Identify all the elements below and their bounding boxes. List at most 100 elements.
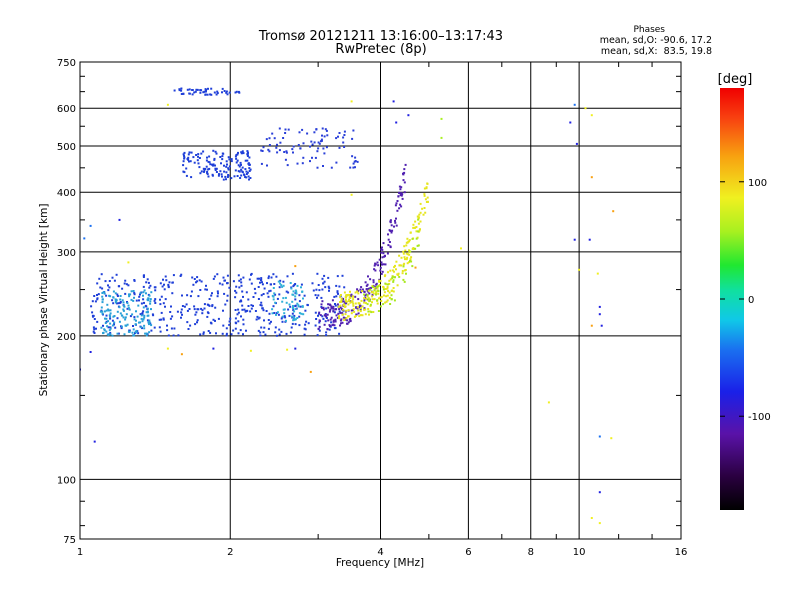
scatter-point xyxy=(372,281,375,284)
scatter-point xyxy=(296,284,299,287)
scatter-point xyxy=(180,353,183,356)
scatter-point xyxy=(375,293,377,296)
scatter-point xyxy=(261,283,264,286)
scatter-point xyxy=(221,87,224,90)
scatter-point xyxy=(395,224,398,227)
scatter-point xyxy=(294,347,297,350)
scatter-point xyxy=(297,304,300,307)
scatter-point xyxy=(117,285,120,288)
y-tick-label: 100 xyxy=(57,475,76,486)
scatter-point xyxy=(319,314,322,317)
scatter-point xyxy=(369,303,372,306)
scatter-point xyxy=(131,331,134,334)
scatter-point xyxy=(383,294,385,297)
scatter-point xyxy=(342,300,345,303)
scatter-point xyxy=(277,313,280,316)
scatter-point xyxy=(320,296,323,299)
scatter-point xyxy=(405,272,407,275)
scatter-point xyxy=(398,207,401,210)
scatter-point xyxy=(230,333,233,336)
scatter-point xyxy=(285,332,288,335)
scatter-point xyxy=(318,320,321,322)
scatter-point xyxy=(303,333,306,336)
scatter-point xyxy=(426,196,429,199)
scatter-point xyxy=(333,324,336,327)
scatter-point xyxy=(367,298,370,301)
scatter-point xyxy=(262,309,265,312)
x-tick-label: 8 xyxy=(528,547,534,558)
scatter-point xyxy=(218,282,221,285)
scatter-point xyxy=(277,280,280,283)
scatter-point xyxy=(248,163,251,166)
scatter-point xyxy=(416,244,419,247)
scatter-point xyxy=(234,327,237,330)
scatter-point xyxy=(271,308,274,311)
scatter-point xyxy=(159,298,161,301)
scatter-point xyxy=(183,156,186,159)
scatter-point xyxy=(366,283,369,286)
scatter-point xyxy=(369,278,372,281)
scatter-point xyxy=(230,160,233,163)
scatter-point xyxy=(366,294,369,297)
scatter-point xyxy=(143,289,146,292)
scatter-point xyxy=(242,323,245,326)
scatter-point xyxy=(149,284,152,287)
scatter-point xyxy=(166,324,168,327)
scatter-point xyxy=(232,280,235,283)
scatter-point xyxy=(285,319,287,322)
scatter-point xyxy=(402,278,405,281)
scatter-point xyxy=(291,293,294,296)
scatter-point xyxy=(234,309,237,311)
scatter-point xyxy=(408,239,411,242)
scatter-point xyxy=(345,302,348,305)
scatter-point xyxy=(351,137,354,140)
scatter-point xyxy=(355,313,358,316)
scatter-point xyxy=(282,308,285,311)
scatter-point xyxy=(159,303,162,306)
scatter-point xyxy=(102,332,104,335)
scatter-point xyxy=(101,310,104,313)
scatter-point xyxy=(316,150,319,153)
scatter-point xyxy=(101,298,104,301)
scatter-point xyxy=(360,307,362,310)
scatter-point xyxy=(417,218,420,221)
scatter-point xyxy=(264,333,267,336)
scatter-point xyxy=(226,176,229,178)
scatter-point xyxy=(204,88,207,91)
scatter-point xyxy=(217,174,220,177)
scatter-point xyxy=(83,237,86,240)
scatter-point xyxy=(270,283,272,286)
scatter-point xyxy=(208,298,211,300)
scatter-point xyxy=(375,282,378,285)
scatter-point xyxy=(239,161,242,164)
scatter-point xyxy=(221,283,224,286)
scatter-point xyxy=(282,280,285,283)
scatter-point xyxy=(246,155,249,157)
scatter-point xyxy=(426,201,429,203)
y-tick-label: 200 xyxy=(57,332,76,343)
scatter-point xyxy=(124,279,127,282)
scatter-point xyxy=(143,316,146,319)
scatter-point xyxy=(228,158,231,161)
scatter-point xyxy=(202,91,205,94)
scatter-point xyxy=(226,274,229,277)
scatter-point xyxy=(237,332,240,335)
scatter-point xyxy=(333,311,336,314)
scatter-point xyxy=(237,311,240,314)
scatter-point xyxy=(412,223,415,226)
scatter-point xyxy=(345,309,348,312)
scatter-point xyxy=(228,91,231,94)
scatter-point xyxy=(412,226,415,229)
scatter-point xyxy=(388,296,391,299)
scatter-point xyxy=(142,285,145,288)
scatter-point xyxy=(349,166,352,169)
scatter-point xyxy=(250,273,252,276)
scatter-point xyxy=(321,300,324,303)
scatter-point xyxy=(298,315,301,318)
scatter-point xyxy=(337,135,339,138)
scatter-point xyxy=(338,285,341,288)
scatter-point xyxy=(411,237,414,240)
scatter-point xyxy=(322,317,325,320)
scatter-point xyxy=(101,292,104,294)
scatter-point xyxy=(278,333,281,336)
